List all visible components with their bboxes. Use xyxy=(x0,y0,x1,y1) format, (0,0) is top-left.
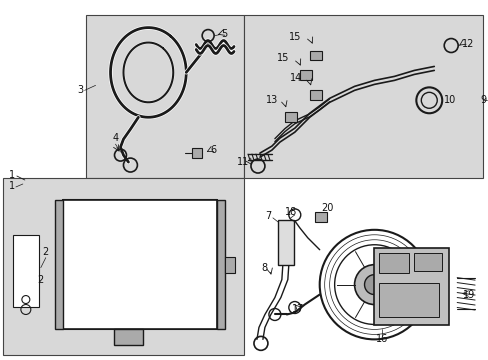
Circle shape xyxy=(364,275,384,294)
Text: 6: 6 xyxy=(210,145,216,155)
Text: 3: 3 xyxy=(77,85,83,95)
Text: 14: 14 xyxy=(289,73,301,84)
Bar xyxy=(314,212,326,222)
Bar xyxy=(55,200,62,329)
Bar xyxy=(113,329,143,345)
Text: 1: 1 xyxy=(9,170,15,180)
Text: 8: 8 xyxy=(261,263,267,273)
Text: 9: 9 xyxy=(479,95,485,105)
Text: 13: 13 xyxy=(265,95,277,105)
Text: 11: 11 xyxy=(236,157,248,167)
Bar xyxy=(309,50,321,60)
Text: 12: 12 xyxy=(461,39,473,49)
Text: 15: 15 xyxy=(277,54,289,63)
Text: 20: 20 xyxy=(321,203,333,213)
Bar xyxy=(299,71,311,80)
Bar xyxy=(309,90,321,100)
Bar xyxy=(244,15,482,178)
Text: 19: 19 xyxy=(462,289,474,300)
Text: 15: 15 xyxy=(289,32,301,41)
Bar xyxy=(285,112,296,122)
Bar xyxy=(3,178,244,355)
Text: 18: 18 xyxy=(284,207,296,217)
Bar xyxy=(62,200,217,329)
Text: 17: 17 xyxy=(291,305,304,315)
Bar xyxy=(379,283,438,318)
Bar xyxy=(217,200,224,329)
Bar xyxy=(192,148,202,158)
Text: 7: 7 xyxy=(265,211,271,221)
Text: 5: 5 xyxy=(221,28,227,39)
Circle shape xyxy=(354,265,394,305)
Text: 2: 2 xyxy=(37,275,43,285)
Text: 10: 10 xyxy=(443,95,455,105)
Bar xyxy=(374,248,448,325)
Bar xyxy=(277,220,293,265)
Bar xyxy=(224,257,235,273)
Bar xyxy=(413,253,441,271)
Text: 4: 4 xyxy=(112,133,118,143)
Bar xyxy=(13,235,39,306)
Text: 2: 2 xyxy=(42,247,49,257)
Bar xyxy=(85,15,244,178)
Text: 1: 1 xyxy=(9,181,15,191)
Text: 16: 16 xyxy=(376,334,388,345)
Bar xyxy=(379,253,408,273)
